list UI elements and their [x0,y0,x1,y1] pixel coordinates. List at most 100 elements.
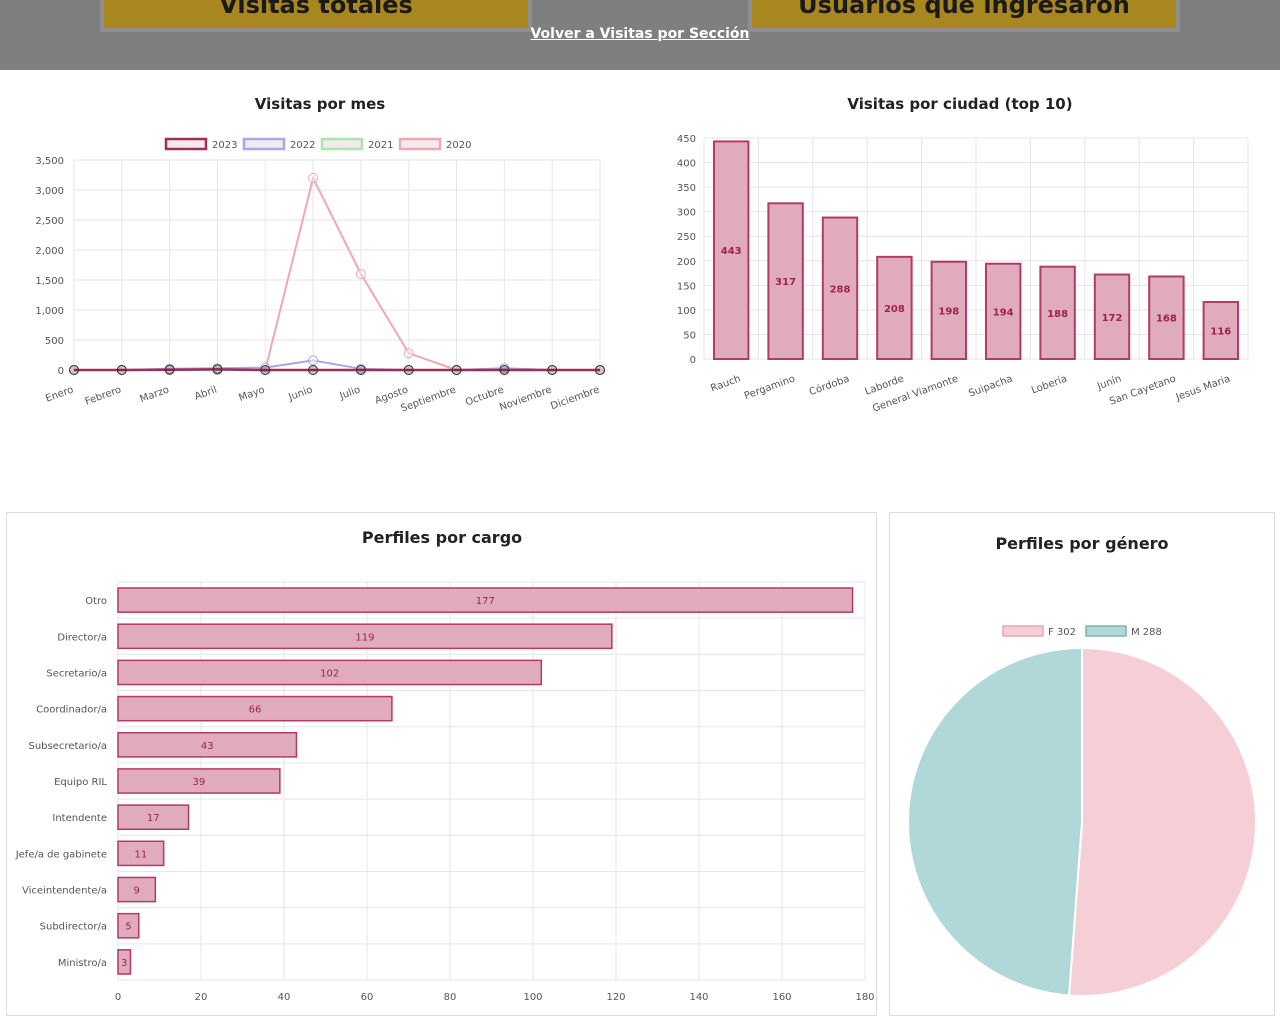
data-point-2022 [308,355,319,366]
series-line-2020 [74,175,600,371]
y-tick-label: 50 [683,330,696,341]
x-tick-label: Jesus Maria [1174,373,1232,403]
y-tick-label: 2,000 [35,246,64,257]
y-tick-label: 100 [677,306,696,317]
y-tick-label: Coordinador/a [36,705,107,716]
legend-swatch [1085,625,1127,637]
x-tick-label: Mayo [237,384,266,404]
y-tick-label: 1,000 [35,306,64,317]
bar-value-label: 3 [121,958,127,969]
x-tick-label: 120 [606,992,625,1003]
total-visits-label: Visitas totales [219,0,413,19]
bar [117,659,543,686]
top-band: Visitas totales Usuarios que ingresaron … [0,0,1280,70]
data-point-2023 [499,365,510,375]
y-tick-label: Director/a [57,632,107,643]
x-tick-label: Pergamino [743,373,797,402]
legend-label: 2020 [446,140,471,151]
back-to-sections-link[interactable]: Volver a Visitas por Sección [530,26,750,42]
legend-swatch [398,137,442,151]
x-tick-label: 180 [855,992,874,1003]
chart-title: Visitas por mes [255,95,385,113]
x-tick-label: 0 [115,992,121,1003]
y-tick-label: Jefe/a de gabinete [15,849,107,860]
bar [117,840,165,867]
bar-value-label: 198 [938,306,959,317]
total-visits-card[interactable]: Visitas totales [100,0,532,32]
y-tick-label: Viceintendente/a [22,886,107,897]
x-tick-label: Enero [44,384,75,404]
x-tick-label: 20 [195,992,208,1003]
x-tick-label: Septiembre [399,384,457,414]
y-tick-label: 0 [58,366,64,377]
bar [117,949,132,975]
y-tick-label: 500 [45,336,64,347]
legend-label: F 302 [1048,627,1076,638]
y-tick-label: 3,000 [35,186,64,197]
bar-value-label: 188 [1047,309,1068,320]
y-tick-label: 400 [677,159,696,170]
bar [117,768,281,794]
bar-value-label: 116 [1210,327,1231,338]
gender-card: Perfiles por género F 302 M 288 [889,512,1275,1016]
bar-value-label: 168 [1156,314,1177,325]
data-point-2020 [308,173,319,183]
data-point-2023 [403,365,414,375]
x-tick-label: Junín [1095,373,1123,393]
cargo-card: Perfiles por cargo 0 20 40 60 80 100 120 140 160 1… [6,512,877,1016]
data-point-2023 [116,365,127,375]
bar [117,912,140,939]
bar [713,140,750,361]
data-point-2020 [403,348,414,359]
y-tick-label: Subdirector/a [40,922,107,933]
data-point-2023 [355,365,366,375]
y-tick-label: Secretario/a [46,668,107,679]
bar-value-label: 317 [775,277,796,288]
profiles-by-gender-chart: Perfiles por género F 302 M 288 [907,534,1257,997]
pie-slice [907,646,1083,997]
x-tick-label: Junio [286,384,314,403]
data-point-2023 [595,365,605,375]
legend-label: 2023 [212,140,237,151]
x-tick-label: 160 [772,992,791,1003]
bar [876,255,913,360]
bar [1039,265,1076,360]
legend-label: 2021 [368,140,393,151]
data-point-2023 [451,365,462,375]
data-point-2023 [547,365,558,375]
bar [1093,273,1131,360]
y-tick-label: 3,500 [35,156,64,167]
x-tick-label: 100 [523,992,542,1003]
y-tick-label: 300 [677,208,696,219]
city-visits-chart: Visitas por ciudad (top 10) 0 50 100 150 200 2… [677,95,1249,415]
data-point-2023 [260,365,271,375]
x-tick-label: 40 [278,992,291,1003]
bar-value-label: 11 [134,849,147,860]
bar [117,695,393,722]
bar [767,202,804,360]
bar [985,262,1022,360]
y-tick-label: 450 [677,134,696,145]
users-logged-card[interactable]: Usuarios que ingresaron [748,0,1180,32]
y-tick-label: 200 [677,257,696,268]
x-tick-label: 60 [361,992,374,1003]
profiles-by-role-chart: Perfiles por cargo 0 20 40 60 80 100 120 140 160 1… [15,528,875,1003]
legend-swatch [1002,625,1044,637]
data-point-2023 [69,365,79,375]
users-logged-label: Usuarios que ingresaron [798,0,1130,19]
legend-label: M 288 [1131,627,1162,638]
legend-label: 2022 [290,140,315,151]
y-tick-label: Otro [85,596,107,607]
data-point-2020 [355,269,366,279]
x-tick-label: Rauch [709,373,742,394]
bar-value-label: 43 [201,741,214,752]
bar-value-label: 208 [884,304,905,315]
x-tick-label: Lobería [1030,373,1069,397]
bar-value-label: 119 [355,632,374,643]
data-point-2023 [212,364,223,375]
bar [117,731,298,758]
pie-slice [1067,646,1257,997]
bar [821,216,859,360]
y-tick-label: 150 [677,281,696,292]
bar-value-label: 288 [830,284,851,295]
